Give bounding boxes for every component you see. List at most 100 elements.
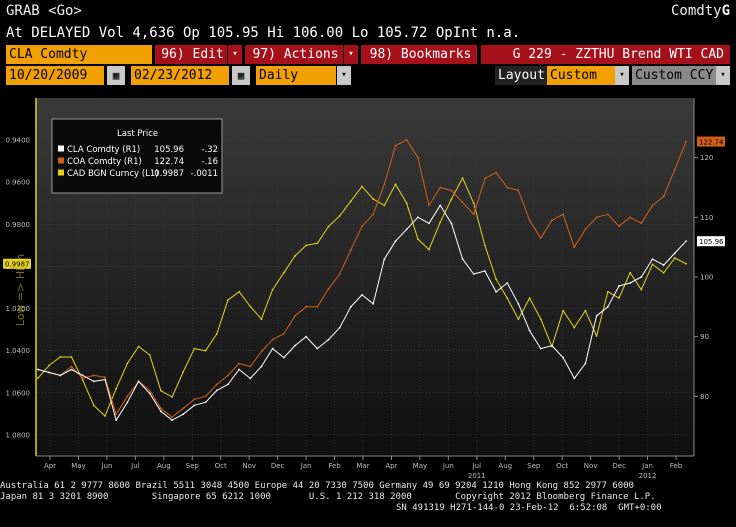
currency-dropdown-icon[interactable]: ▾	[716, 66, 730, 85]
data-point	[394, 240, 397, 243]
data-point	[361, 225, 363, 228]
data-point	[461, 201, 464, 204]
security-field[interactable]: CLA Comdty	[6, 45, 152, 64]
actions-menu[interactable]: 97) Actions	[245, 45, 343, 64]
right-axis: 120 110 100 90 80	[693, 98, 713, 456]
command-line[interactable]: GRAB <Go>	[6, 3, 82, 19]
period-dropdown-icon[interactable]: ▾	[337, 66, 351, 85]
data-point	[372, 302, 375, 305]
data-point	[618, 285, 620, 287]
layout-dropdown-icon[interactable]: ▾	[615, 66, 629, 85]
actions-dropdown-icon[interactable]: ▾	[344, 45, 358, 64]
data-point	[428, 204, 430, 207]
layout-select[interactable]: Custom	[547, 66, 615, 85]
data-point	[539, 347, 542, 350]
data-point	[372, 213, 375, 216]
right-tick-label: 80	[700, 393, 709, 401]
data-point	[439, 221, 442, 224]
data-point	[238, 368, 241, 371]
data-point	[126, 401, 129, 404]
data-point	[70, 365, 73, 368]
left-tick-label: 0.9400	[6, 137, 31, 145]
legend-last: 0.9987	[154, 169, 184, 179]
data-point	[662, 264, 665, 266]
x-tick-label: May	[71, 462, 85, 470]
x-tick-label: Sep	[186, 462, 200, 470]
data-point	[562, 356, 565, 359]
data-point	[204, 395, 207, 398]
data-point	[416, 156, 419, 159]
data-point	[517, 189, 520, 192]
data-point	[59, 374, 62, 377]
period-select[interactable]: Daily	[256, 66, 336, 85]
quote-text: At DELAYED Vol 4,636 Op 105.95 Hi 106.00…	[6, 25, 521, 41]
x-tick-label: Jun	[442, 462, 454, 470]
data-point	[428, 222, 430, 225]
data-point	[618, 225, 620, 228]
year-label: 2011	[468, 472, 486, 480]
data-point	[282, 332, 285, 335]
data-point	[361, 294, 363, 296]
end-date-field[interactable]: 02/23/2012	[131, 66, 229, 85]
data-point	[238, 290, 241, 293]
x-tick-label: Dec	[271, 462, 285, 470]
data-point	[405, 228, 408, 231]
data-point	[159, 389, 162, 392]
data-point	[383, 204, 386, 207]
data-point	[506, 297, 509, 299]
end-label-coa: 122.74	[699, 139, 724, 147]
x-tick-label: Dec	[612, 462, 626, 470]
x-tick-label: Apr	[44, 462, 56, 470]
edit-menu[interactable]: 96) Edit	[155, 45, 227, 64]
data-point	[215, 389, 218, 392]
end-label-coa-bg	[697, 136, 725, 147]
data-point	[573, 246, 576, 249]
x-tick-label: Jan	[300, 462, 312, 470]
data-point	[338, 215, 341, 217]
data-point	[81, 374, 84, 377]
data-point	[238, 362, 241, 365]
data-point	[595, 216, 598, 219]
data-point	[673, 257, 676, 259]
bookmarks-menu[interactable]: 98) Bookmarks	[361, 45, 477, 64]
data-point	[618, 297, 620, 299]
currency-select[interactable]: Custom CCY	[632, 66, 716, 85]
x-tick-label: Feb	[328, 462, 341, 470]
data-point	[182, 413, 185, 416]
right-tick-label: 120	[700, 154, 713, 162]
data-point	[204, 349, 207, 352]
right-tick-label: 110	[700, 214, 713, 222]
legend-title: Last Price	[117, 129, 158, 139]
data-point	[115, 387, 118, 390]
data-point	[171, 416, 173, 419]
start-date-field[interactable]: 10/20/2009	[6, 66, 104, 85]
data-point	[472, 213, 475, 216]
data-point	[48, 364, 51, 367]
data-point	[551, 344, 553, 347]
data-point	[159, 410, 162, 413]
data-point	[294, 314, 296, 317]
edit-dropdown-icon[interactable]: ▾	[228, 45, 242, 64]
x-tick-label: Feb	[670, 462, 683, 470]
data-point	[416, 216, 419, 219]
data-point	[59, 356, 62, 358]
data-point	[148, 354, 151, 356]
data-point	[662, 271, 665, 274]
data-point	[182, 370, 185, 373]
data-point	[126, 395, 129, 398]
legend-swatch	[58, 169, 64, 176]
data-point	[461, 258, 464, 260]
calendar-icon[interactable]: ▦	[232, 66, 250, 85]
legend-change: -.32	[201, 145, 218, 155]
data-point	[651, 263, 654, 266]
data-point	[316, 242, 319, 245]
legend-swatch	[58, 157, 64, 164]
data-point	[260, 350, 263, 353]
data-point	[204, 401, 207, 404]
legend-name: COA Comdty (R1)	[67, 157, 142, 167]
data-point	[450, 222, 453, 225]
data-point	[673, 252, 676, 255]
price-chart[interactable]: 0.94000.96000.98001.00001.02001.04001.06…	[0, 90, 736, 480]
calendar-icon[interactable]: ▦	[107, 66, 125, 85]
data-point	[405, 138, 408, 141]
